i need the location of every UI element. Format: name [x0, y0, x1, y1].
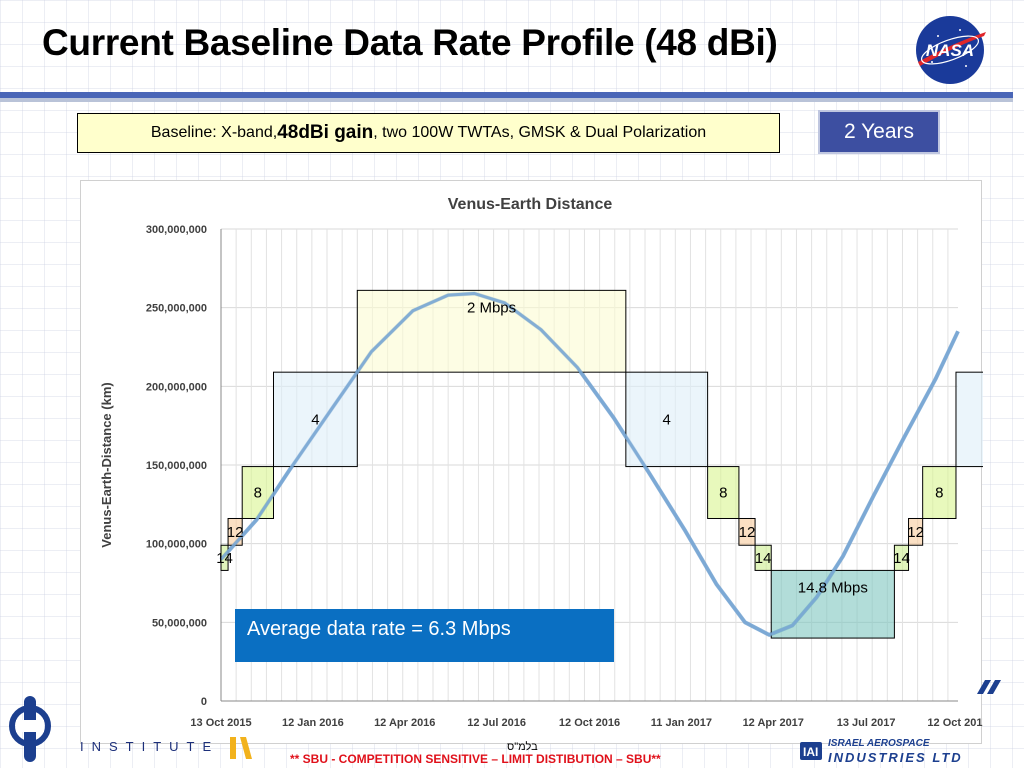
rate-band-label: 14.8 Mbps — [798, 579, 868, 596]
rate-band-label: 8 — [719, 485, 727, 502]
y-tick-label: 150,000,000 — [146, 460, 207, 472]
rate-band-label: 12 — [907, 524, 924, 541]
institute-text: INSTITUTE — [80, 739, 220, 754]
x-tick-label: 12 Jan 2016 — [282, 717, 344, 729]
baseline-description: Baseline: X-band, 48dBi gain , two 100W … — [77, 113, 780, 153]
rate-band-label: 2 Mbps — [467, 299, 516, 316]
x-tick-label: 13 Jul 2017 — [837, 717, 896, 729]
iai-logo: IAI ISRAEL AEROSPACE INDUSTRIES LTD — [800, 738, 963, 765]
y-axis-label: Venus-Earth-Distance (km) — [99, 382, 114, 547]
y-tick-label: 200,000,000 — [146, 381, 207, 393]
x-tick-label: 12 Apr 2016 — [374, 717, 435, 729]
partial-logo — [977, 680, 1001, 694]
slide-title: Current Baseline Data Rate Profile (48 d… — [42, 22, 778, 63]
x-tick-label: 12 Apr 2017 — [743, 717, 804, 729]
rate-band-label: 8 — [935, 485, 943, 502]
rate-band — [241, 466, 274, 519]
x-tick-label: 11 Jan 2017 — [651, 717, 712, 729]
rate-band-label: 14 — [893, 550, 910, 567]
y-tick-label: 250,000,000 — [146, 303, 207, 315]
x-tick-label: 13 Oct 2015 — [190, 717, 251, 729]
baseline-gain: 48dBi gain — [277, 122, 374, 143]
years-badge: 2 Years — [818, 110, 940, 154]
partner-logo — [230, 737, 252, 759]
rate-band — [356, 289, 627, 373]
rate-band — [908, 517, 924, 546]
distance-series-overlay — [219, 292, 960, 637]
rate-band — [272, 371, 358, 468]
y-tick-label: 300,000,000 — [146, 224, 207, 236]
x-tick-label: 12 Jul 2016 — [467, 717, 526, 729]
footer-note: ** SBU - COMPETITION SENSITIVE – LIMIT D… — [290, 752, 661, 766]
nasa-logo: NASA — [916, 16, 986, 84]
rate-band-label: 8 — [254, 485, 262, 502]
svg-text:INDUSTRIES LTD: INDUSTRIES LTD — [828, 750, 963, 765]
title-rule — [0, 92, 1013, 98]
classification-mark: בלמ"ס — [507, 741, 538, 753]
distance-chart: Venus-Earth Distance 0 50,000,000 100,000,0… — [99, 196, 983, 729]
rate-band — [893, 544, 910, 571]
rate-band-label: 4 — [663, 411, 671, 428]
svg-text:IAI: IAI — [803, 745, 818, 759]
chart-title: Venus-Earth Distance — [448, 196, 613, 213]
y-tick-label: 50,000,000 — [152, 617, 207, 629]
rate-band-label: 4 — [311, 411, 319, 428]
rate-band — [955, 371, 983, 468]
x-tick-label: 12 Oct 2016 — [559, 717, 620, 729]
institute-logo — [9, 696, 51, 762]
svg-text:NASA: NASA — [926, 41, 974, 60]
x-tick-label: 12 Oct 2017 — [927, 717, 983, 729]
y-tick-label: 0 — [201, 696, 207, 708]
rate-band-label: 14 — [216, 550, 233, 567]
rate-band — [922, 466, 957, 519]
title-rule-shadow — [0, 98, 1013, 102]
rate-band-label: 14 — [755, 550, 772, 567]
y-tick-label: 100,000,000 — [146, 539, 207, 551]
rate-band — [707, 466, 740, 519]
rate-band-label: 12 — [227, 524, 244, 541]
rate-band — [754, 544, 772, 571]
rate-band — [738, 517, 756, 546]
rate-band-label: 12 — [739, 524, 756, 541]
average-rate-box: Average data rate = 6.3 Mbps — [235, 609, 614, 662]
svg-text:ISRAEL AEROSPACE: ISRAEL AEROSPACE — [828, 738, 930, 749]
baseline-suffix: , two 100W TWTAs, GMSK & Dual Polarizati… — [373, 124, 707, 141]
baseline-prefix: Baseline: X-band, — [150, 124, 278, 141]
rate-band — [625, 371, 709, 468]
